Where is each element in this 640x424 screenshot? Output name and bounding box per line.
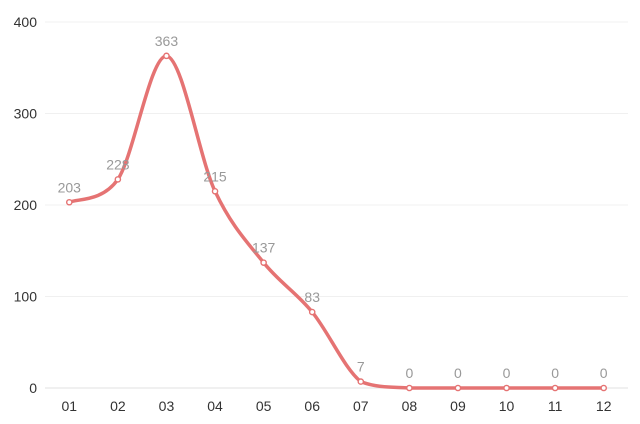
x-tick-label: 03	[159, 398, 175, 414]
data-label: 0	[405, 365, 413, 381]
x-tick-label: 04	[207, 398, 223, 414]
data-point	[65, 198, 73, 206]
data-label: 7	[357, 359, 365, 375]
data-points	[65, 52, 608, 392]
data-labels: 203 228 363 215 137 83 7 0 0 0 0 0	[58, 33, 608, 381]
data-label: 0	[503, 365, 511, 381]
y-tick-label: 200	[14, 197, 38, 213]
data-point	[600, 384, 608, 392]
data-label: 83	[304, 289, 320, 305]
y-tick-label: 0	[29, 380, 37, 396]
data-label: 215	[203, 168, 227, 184]
data-label: 0	[551, 365, 559, 381]
data-point	[551, 384, 559, 392]
series-line-group	[67, 54, 606, 390]
data-point	[406, 384, 413, 392]
x-tick-label: 09	[450, 398, 466, 414]
x-tick-label: 02	[110, 398, 126, 414]
data-point	[260, 259, 267, 266]
x-tick-label: 11	[548, 398, 563, 414]
data-point	[357, 378, 365, 385]
data-point	[114, 176, 122, 183]
data-label: 137	[252, 240, 276, 256]
x-tick-label: 12	[596, 398, 612, 414]
data-label: 228	[106, 156, 130, 172]
data-point	[211, 187, 219, 195]
x-axis-tick-labels: 01 02 03 04 05 06 07 08 09 10 11 12	[62, 398, 612, 414]
data-label: 203	[58, 179, 82, 195]
series-line	[67, 54, 606, 390]
x-tick-label: 07	[353, 398, 369, 414]
data-point	[163, 52, 170, 60]
data-label: 0	[600, 365, 608, 381]
y-tick-label: 300	[14, 106, 38, 122]
x-tick-label: 06	[304, 398, 320, 414]
data-label: 0	[454, 365, 462, 381]
x-tick-label: 01	[62, 398, 78, 414]
y-axis-tick-labels: 0 100 200 300 400	[14, 14, 38, 396]
data-point	[454, 384, 462, 392]
x-tick-label: 08	[402, 398, 418, 414]
gridlines	[45, 21, 628, 389]
data-point	[503, 384, 510, 392]
data-point	[308, 308, 316, 316]
data-label: 363	[155, 33, 179, 49]
y-tick-label: 400	[14, 14, 38, 30]
y-tick-label: 100	[14, 289, 38, 305]
x-tick-label: 05	[256, 398, 272, 414]
x-tick-label: 10	[499, 398, 515, 414]
